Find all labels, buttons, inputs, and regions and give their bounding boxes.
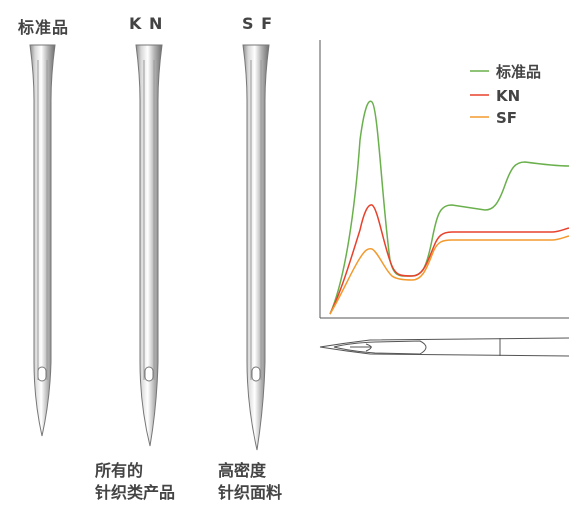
legend: 标准品 KN SF [470, 63, 541, 127]
legend-label-kn: KN [496, 87, 520, 105]
caption-kn-line1: 所有的 [95, 461, 144, 480]
caption-kn-line2: 针织类产品 [95, 483, 176, 502]
needle-horizontal [319, 337, 569, 357]
needle-label-sf: S F [242, 14, 274, 33]
legend-label-standard: 标准品 [495, 63, 541, 81]
legend-label-sf: SF [496, 109, 517, 127]
needle-kn [135, 44, 163, 447]
curve-standard [329, 100, 569, 315]
needle-standard [29, 44, 56, 437]
caption-kn: 所有的 针织类产品 [95, 460, 175, 504]
needle-sf [242, 44, 270, 451]
needle-label-standard: 标准品 [18, 18, 70, 37]
caption-sf-line2: 针织面料 [218, 483, 283, 502]
caption-sf-line1: 高密度 [218, 461, 267, 480]
needle-label-kn: K N [129, 14, 164, 33]
curve-sf [329, 235, 569, 315]
caption-sf: 高密度 针织面料 [218, 460, 282, 504]
curve-kn [329, 204, 569, 315]
chart-axes [319, 40, 569, 319]
